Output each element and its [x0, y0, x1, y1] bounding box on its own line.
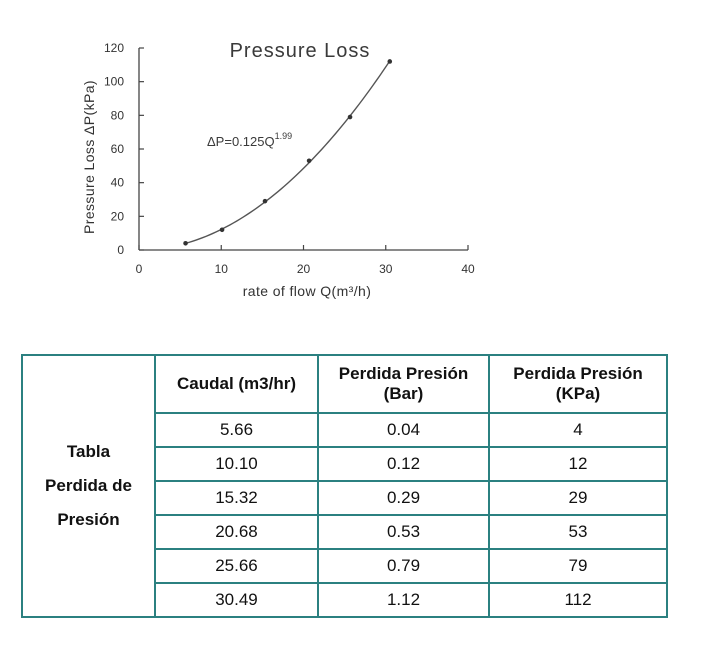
axes [138, 48, 468, 251]
row-header-line: Tabla [66, 442, 111, 461]
table-cell: 29 [488, 480, 668, 516]
formula-base: ΔP=0.125Q [207, 134, 275, 149]
column-header: Caudal (m3/hr) [154, 354, 319, 414]
table-cell: 10.10 [154, 446, 319, 482]
data-point [347, 114, 353, 120]
data-point [387, 59, 393, 64]
table-body: Tabla Perdida de Presión Caudal (m3/hr) Perd… [21, 354, 668, 618]
table-cell: 0.79 [317, 548, 490, 584]
table-cell: 25.66 [154, 548, 319, 584]
table-cell: 0.04 [317, 412, 490, 448]
y-axis-title: Pressure Loss ΔP(kPa) [81, 80, 97, 234]
fit-curve-layer [185, 60, 391, 245]
table-cell: 0.53 [317, 514, 490, 550]
y-tick-label: 80 [111, 108, 125, 122]
column-header-line: Perdida Presión [338, 364, 469, 383]
x-tick-label: 40 [461, 262, 475, 276]
table-cell: 12 [488, 446, 668, 482]
row-header-line: Perdida de [45, 476, 132, 495]
tick-marks: 0 10 20 30 40 0 20 40 60 80 100 120 [104, 41, 475, 276]
column-header: Perdida Presión (KPa) [488, 354, 668, 414]
column-header: Perdida Presión (Bar) [317, 354, 490, 414]
table-cell: 1.12 [317, 582, 490, 618]
x-tick-label: 20 [297, 262, 311, 276]
table-cell: 112 [488, 582, 668, 618]
table-cell: 30.49 [154, 582, 319, 618]
chart-title: Pressure Loss [230, 40, 371, 62]
x-axis-title: rate of flow Q(m³/h) [243, 283, 372, 299]
y-tick-label: 40 [111, 176, 125, 190]
table-row: 30.49 1.12 112 [22, 582, 668, 618]
data-point [306, 158, 312, 164]
data-point [183, 240, 188, 246]
table-row: 5.66 0.04 4 [22, 412, 668, 448]
column-header-line: Perdida Presión [513, 364, 643, 383]
data-point [219, 227, 225, 233]
table-cell: 5.66 [154, 412, 319, 448]
table-cell: 20.68 [154, 514, 319, 550]
column-header-line: (Bar) [383, 384, 424, 403]
table-cell: 15.32 [154, 480, 319, 516]
y-tick-label: 0 [117, 243, 124, 257]
column-header-line: Caudal (m3/hr) [176, 374, 297, 393]
table-row: 10.10 0.12 12 [22, 446, 668, 482]
row-header-line: Presión [57, 510, 120, 529]
table-row: 15.32 0.29 29 [22, 480, 668, 516]
table-cell: 79 [488, 548, 668, 584]
y-tick-label: 60 [111, 142, 125, 156]
y-tick-label: 120 [104, 41, 124, 55]
formula-exponent: 1.99 [275, 131, 293, 141]
column-header-line: (KPa) [555, 384, 601, 403]
y-tick-label: 20 [111, 209, 125, 223]
table-cell: 53 [488, 514, 668, 550]
table-header-row: Tabla Perdida de Presión Caudal (m3/hr) Perd… [21, 354, 668, 618]
y-tick-label: 100 [104, 75, 124, 89]
x-tick-label: 10 [215, 262, 229, 276]
x-tick-label: 30 [379, 262, 393, 276]
pressure-loss-table: Tabla Perdida de Presión Caudal (m3/hr) Perd… [21, 354, 668, 618]
x-tick-label: 0 [136, 262, 143, 276]
table-cell: 0.29 [317, 480, 490, 516]
data-points [183, 59, 393, 246]
table-row: 25.66 0.79 79 [22, 548, 668, 584]
table-row: 20.68 0.53 53 [22, 514, 668, 550]
row-header-cell: Tabla Perdida de Presión [21, 354, 156, 618]
fit-curve [185, 60, 391, 245]
pressure-loss-chart: 0 10 20 30 40 0 20 40 60 80 100 120 Pressure Loss Δ… [81, 40, 475, 299]
formula-annotation: ΔP=0.125Q1.99 [207, 131, 292, 149]
data-point [262, 198, 268, 204]
table-cell: 0.12 [317, 446, 490, 482]
table-cell: 4 [488, 412, 668, 448]
